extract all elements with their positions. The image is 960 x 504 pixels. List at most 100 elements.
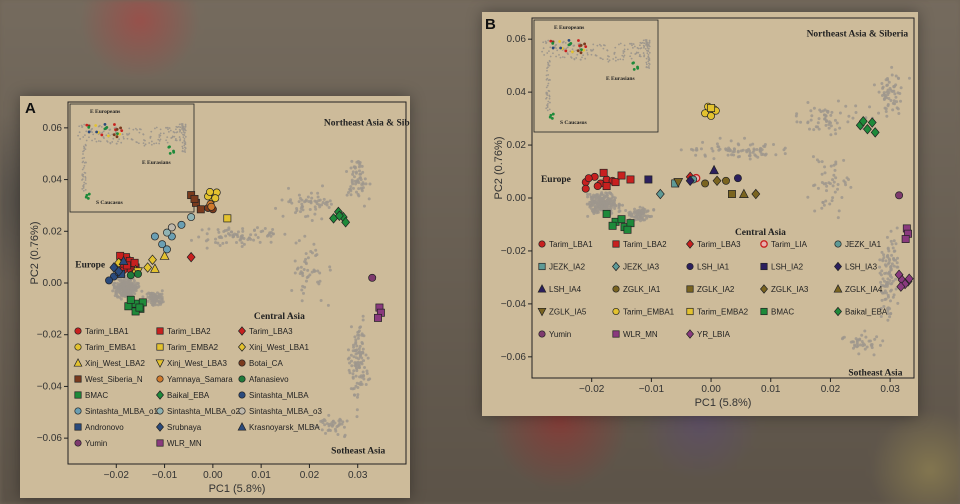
x-tick-label: 0.02: [821, 384, 841, 395]
point-srubnaya: [114, 266, 124, 277]
reference-sample-point: [242, 242, 246, 246]
reference-sample-point: [883, 298, 887, 302]
inset-point: [645, 65, 648, 68]
inset-label-e-europeans: E Europeans: [90, 109, 120, 115]
legend-label-xinj-west-lba2: Xinj_West_LBA2: [85, 359, 145, 368]
point-afanasievo: [134, 269, 142, 278]
reference-sample-point: [838, 126, 842, 130]
legend-label-tarim-lba2: Tarim_LBA2: [623, 240, 667, 249]
reference-sample-point: [891, 246, 895, 250]
reference-sample-point: [303, 285, 307, 289]
inset-group-point: [115, 128, 119, 131]
reference-sample-point: [152, 294, 156, 298]
reference-sample-point: [586, 192, 590, 196]
reference-sample-point: [128, 292, 132, 296]
series-yumin: [368, 273, 377, 282]
reference-sample-point: [349, 387, 353, 391]
inset-point: [648, 39, 651, 42]
inset-group-point: [571, 50, 574, 54]
y-tick-label: −0.06: [37, 433, 63, 444]
inset-point: [102, 130, 105, 133]
reference-sample-point: [360, 332, 364, 336]
reference-sample-point: [624, 208, 628, 212]
inset-point: [120, 141, 123, 144]
reference-sample-point: [842, 158, 846, 162]
inset-point: [144, 143, 147, 146]
reference-sample-point: [831, 196, 835, 200]
reference-sample-point: [359, 360, 363, 364]
reference-sample-point: [353, 335, 357, 339]
reference-sample-point: [814, 125, 818, 129]
reference-sample-point: [320, 203, 324, 207]
inset-point: [184, 123, 187, 126]
reference-sample-point: [894, 95, 898, 99]
series-tarim-lba3: [186, 251, 196, 263]
reference-sample-point: [864, 335, 868, 339]
reference-sample-point: [363, 365, 367, 369]
inset-group-point: [87, 192, 91, 196]
reference-sample-point: [737, 143, 741, 147]
legend-item-tarim-lba3: Tarim_LBA3: [686, 239, 741, 249]
reference-sample-point: [358, 344, 362, 348]
inset-point: [548, 64, 551, 67]
inset-group-point: [85, 193, 89, 197]
series-tarim-emba2: [707, 104, 716, 112]
reference-sample-point: [236, 230, 240, 234]
inset-point: [81, 173, 84, 176]
reference-sample-point: [821, 201, 825, 205]
x-axis-label: PC1 (5.8%): [695, 397, 752, 409]
reference-sample-point: [316, 269, 320, 273]
reference-sample-point: [883, 263, 887, 267]
inset-point: [586, 52, 589, 54]
legend-label-baikal-eba: Baikal_EBA: [845, 308, 888, 317]
reference-sample-point: [338, 422, 342, 426]
inset-point: [79, 138, 82, 140]
inset-point: [184, 149, 186, 151]
reference-sample-point: [879, 307, 883, 311]
legend-marker-bmac: [74, 391, 82, 399]
legend-item-baikal-eba: Baikal_EBA: [156, 390, 210, 400]
reference-sample-point: [892, 84, 896, 88]
reference-sample-point: [146, 299, 150, 303]
inset-point: [184, 135, 187, 138]
inset-point: [128, 127, 131, 130]
reference-sample-point: [795, 112, 799, 116]
reference-sample-point: [355, 381, 359, 385]
legend-label-bmac: BMAC: [771, 308, 794, 317]
inset-point: [167, 128, 169, 131]
reference-sample-point: [367, 197, 371, 201]
inset-point: [121, 133, 124, 136]
reference-sample-point: [113, 286, 117, 290]
reference-sample-point: [847, 114, 851, 118]
reference-sample-point: [351, 372, 355, 376]
reference-sample-point: [890, 253, 894, 257]
inset-point: [546, 105, 549, 107]
inset-point: [92, 133, 95, 136]
reference-sample-point: [886, 93, 890, 97]
reference-sample-point: [327, 428, 331, 432]
inset-group-point: [87, 130, 91, 134]
inset-point: [569, 50, 572, 53]
legend-label-yr-lbia: YR_LBIA: [697, 330, 731, 339]
reference-sample-point: [241, 229, 245, 233]
reference-sample-point: [854, 111, 858, 115]
legend-item-bmac: BMAC: [760, 308, 794, 317]
reference-sample-point: [122, 286, 126, 290]
reference-sample-point: [256, 236, 260, 240]
inset-point: [547, 103, 549, 105]
y-tick-label: −0.02: [37, 330, 63, 341]
reference-sample-point: [249, 233, 253, 237]
reference-sample-point: [889, 289, 893, 293]
reference-sample-point: [691, 148, 695, 152]
reference-sample-point: [896, 256, 900, 260]
reference-sample-point: [118, 282, 122, 286]
reference-sample-point: [858, 337, 862, 341]
inset-point: [84, 175, 87, 178]
inset-point: [182, 136, 185, 139]
inset-point: [122, 136, 125, 138]
reference-sample-point: [891, 279, 895, 283]
reference-sample-point: [241, 227, 245, 231]
series-tarim-emba1: [204, 188, 221, 203]
reference-sample-point: [844, 183, 848, 187]
point-tarim-emba1: [707, 111, 716, 120]
